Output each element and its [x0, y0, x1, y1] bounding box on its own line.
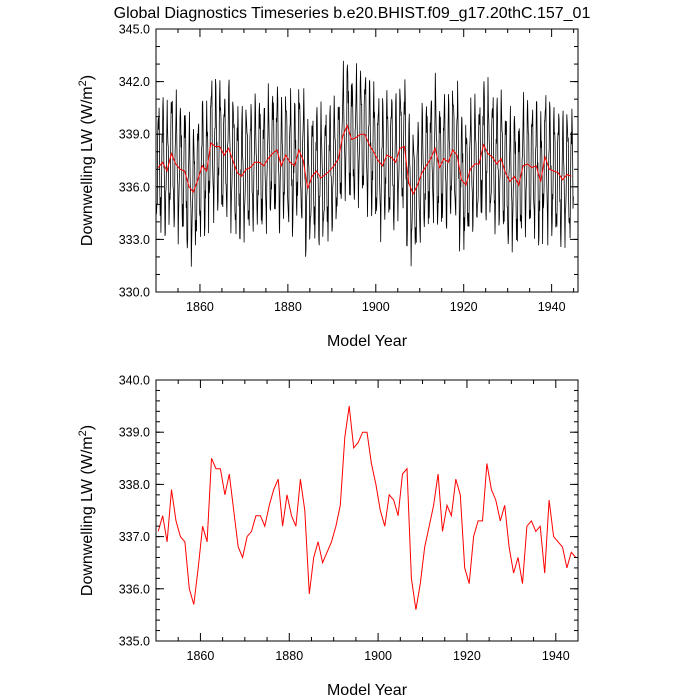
top-y-tick-label: 333.0 — [119, 233, 150, 247]
bottom-y-tick-label: 340.0 — [119, 374, 150, 388]
top-y-tick-label: 330.0 — [119, 286, 150, 300]
chart-title: Global Diagnostics Timeseries b.e20.BHIS… — [114, 5, 591, 22]
bottom-plot-frame — [155, 379, 579, 642]
bottom-x-tick-label: 1900 — [364, 649, 392, 663]
top-y-tick-label: 336.0 — [119, 180, 150, 194]
bottom-plot-area — [157, 406, 577, 610]
top-annual-mean-line — [157, 123, 572, 195]
bottom-y-tick-label: 338.0 — [119, 478, 150, 492]
top-x-tick-label: 1920 — [450, 300, 478, 314]
annual-timeseries-panel: 1860 1880 1900 1920 1940 335.0 336.0 337.0 338.0… — [77, 374, 579, 699]
bottom-y-axis-label: Downwelling LW (W/m2) — [77, 425, 96, 596]
bottom-y-tick-label: 339.0 — [119, 426, 150, 440]
bottom-x-tick-label: 1940 — [542, 649, 570, 663]
top-x-axis-label: Model Year — [327, 333, 408, 350]
bottom-x-tick-label: 1880 — [275, 649, 303, 663]
top-x-tick-label: 1900 — [362, 300, 390, 314]
bottom-annual-mean-line — [157, 406, 577, 610]
bottom-y-tick-label: 335.0 — [119, 635, 150, 649]
top-x-tick-label: 1880 — [274, 300, 302, 314]
top-plot-frame — [155, 28, 579, 293]
top-x-tick-label: 1860 — [186, 300, 214, 314]
bottom-x-axis-label: Model Year — [327, 682, 408, 699]
monthly-timeseries-panel: 1860 1880 1900 1920 1940 330.0 333.0 336.0 339.0… — [77, 23, 579, 350]
top-monthly-series-line — [155, 60, 574, 267]
bottom-y-tick-label: 337.0 — [119, 530, 150, 544]
bottom-y-tick-label: 336.0 — [119, 582, 150, 596]
top-plot-area — [155, 60, 574, 267]
bottom-x-tick-label: 1860 — [187, 649, 215, 663]
top-x-tick-label: 1940 — [538, 300, 566, 314]
top-axis-ticks: 1860 1880 1900 1920 1940 330.0 333.0 336.0 339.0… — [119, 23, 578, 314]
top-y-tick-label: 342.0 — [119, 75, 150, 89]
bottom-axis-ticks: 1860 1880 1900 1920 1940 335.0 336.0 337.0 338.0… — [119, 374, 579, 663]
top-y-tick-label: 339.0 — [119, 128, 150, 142]
top-y-axis-label: Downwelling LW (W/m2) — [77, 75, 96, 246]
bottom-x-tick-label: 1920 — [453, 649, 481, 663]
top-y-tick-label: 345.0 — [119, 23, 150, 37]
